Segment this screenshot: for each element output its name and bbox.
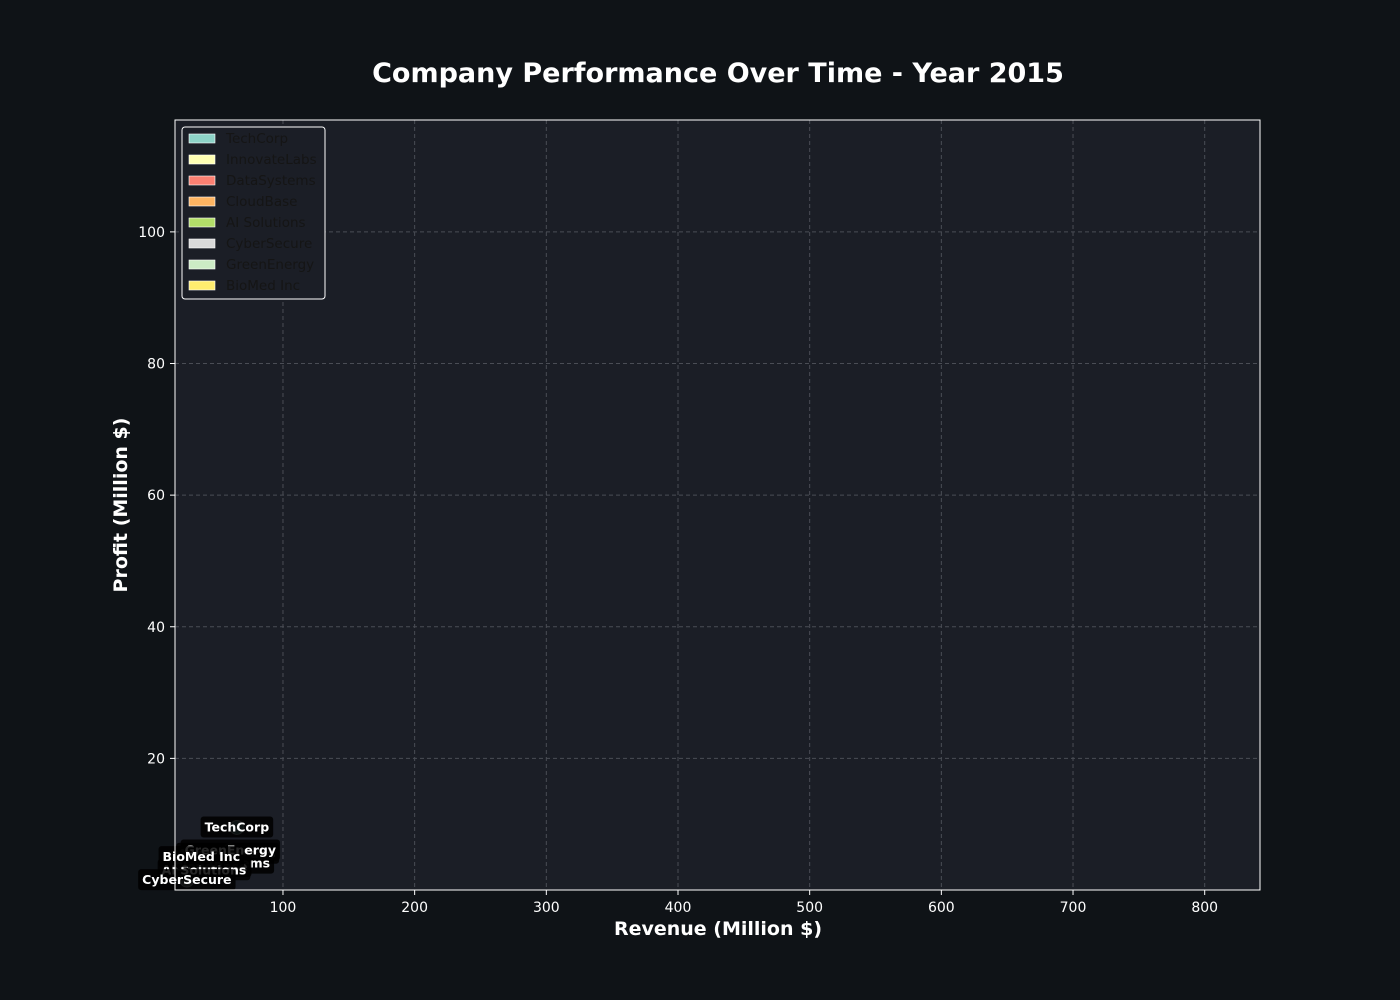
x-tick-label: 400 — [665, 900, 692, 916]
y-tick-label: 40 — [147, 620, 165, 636]
x-tick-label: 100 — [270, 900, 297, 916]
y-tick-label: 20 — [147, 751, 165, 767]
point-labels: TechCorpInnovateLabsDataSystemsCloudBase… — [138, 816, 281, 891]
legend-swatch — [188, 196, 216, 207]
legend-swatch — [188, 175, 216, 186]
legend-label: InnovateLabs — [226, 152, 317, 168]
legend-label: CloudBase — [226, 194, 297, 210]
y-tick-label: 100 — [138, 225, 165, 241]
legend-label: AI Solutions — [226, 215, 306, 231]
x-tick-label: 500 — [796, 900, 823, 916]
legend-label: CyberSecure — [226, 236, 312, 252]
point-label-text: CyberSecure — [142, 872, 231, 887]
chart-title: Company Performance Over Time - Year 201… — [372, 58, 1064, 89]
legend-swatch — [188, 154, 216, 165]
legend-item-datasystems: DataSystems — [188, 173, 316, 189]
legend: TechCorp InnovateLabs DataSystems CloudBase… — [181, 126, 326, 300]
x-tick-label: 800 — [1191, 900, 1218, 916]
point-label-box — [138, 869, 236, 891]
legend-item-cloudbase: CloudBase — [188, 194, 297, 210]
legend-box — [181, 126, 326, 300]
x-tick-label: 700 — [1060, 900, 1087, 916]
point-label-text: BioMed Inc — [163, 849, 241, 864]
legend-item-cybersecure: CyberSecure — [188, 236, 312, 252]
legend-label: GreenEnergy — [226, 257, 314, 273]
legend-item-ai-solutions: AI Solutions — [188, 215, 306, 231]
point-label-box — [158, 846, 245, 868]
point-label-box — [200, 816, 274, 838]
x-axis-label: Revenue (Million $) — [614, 918, 822, 940]
legend-item-techcorp: TechCorp — [188, 131, 288, 147]
legend-label: TechCorp — [225, 131, 288, 147]
legend-label: BioMed Inc — [226, 278, 300, 294]
y-tick-label: 80 — [147, 357, 165, 373]
plot-frame — [174, 119, 1261, 891]
legend-swatch — [188, 259, 216, 270]
legend-item-biomed-inc: BioMed Inc — [188, 278, 300, 294]
grid-lines — [175, 120, 1260, 890]
y-tick-label: 60 — [147, 488, 165, 504]
x-tick-label: 200 — [401, 900, 428, 916]
x-axis-ticks: 100 200 300 400 500 600 700 800 — [270, 890, 1218, 916]
point-label-biomed-inc: BioMed Inc — [158, 846, 245, 868]
legend-swatch — [188, 133, 216, 144]
legend-item-greenenergy: GreenEnergy — [188, 257, 314, 273]
plot-area — [175, 120, 1260, 890]
point-label-text: TechCorp — [205, 819, 270, 834]
legend-swatch — [188, 217, 216, 228]
point-label-techcorp: TechCorp — [200, 816, 274, 838]
x-tick-label: 600 — [928, 900, 955, 916]
legend-label: DataSystems — [226, 173, 316, 189]
y-axis-label: Profit (Million $) — [110, 418, 132, 593]
legend-swatch — [188, 238, 216, 249]
point-label-cybersecure: CyberSecure — [138, 869, 236, 891]
y-axis-ticks: 20 40 60 80 100 — [138, 225, 175, 767]
x-tick-label: 300 — [533, 900, 560, 916]
legend-item-innovatelabs: InnovateLabs — [188, 152, 317, 168]
legend-swatch — [188, 280, 216, 291]
